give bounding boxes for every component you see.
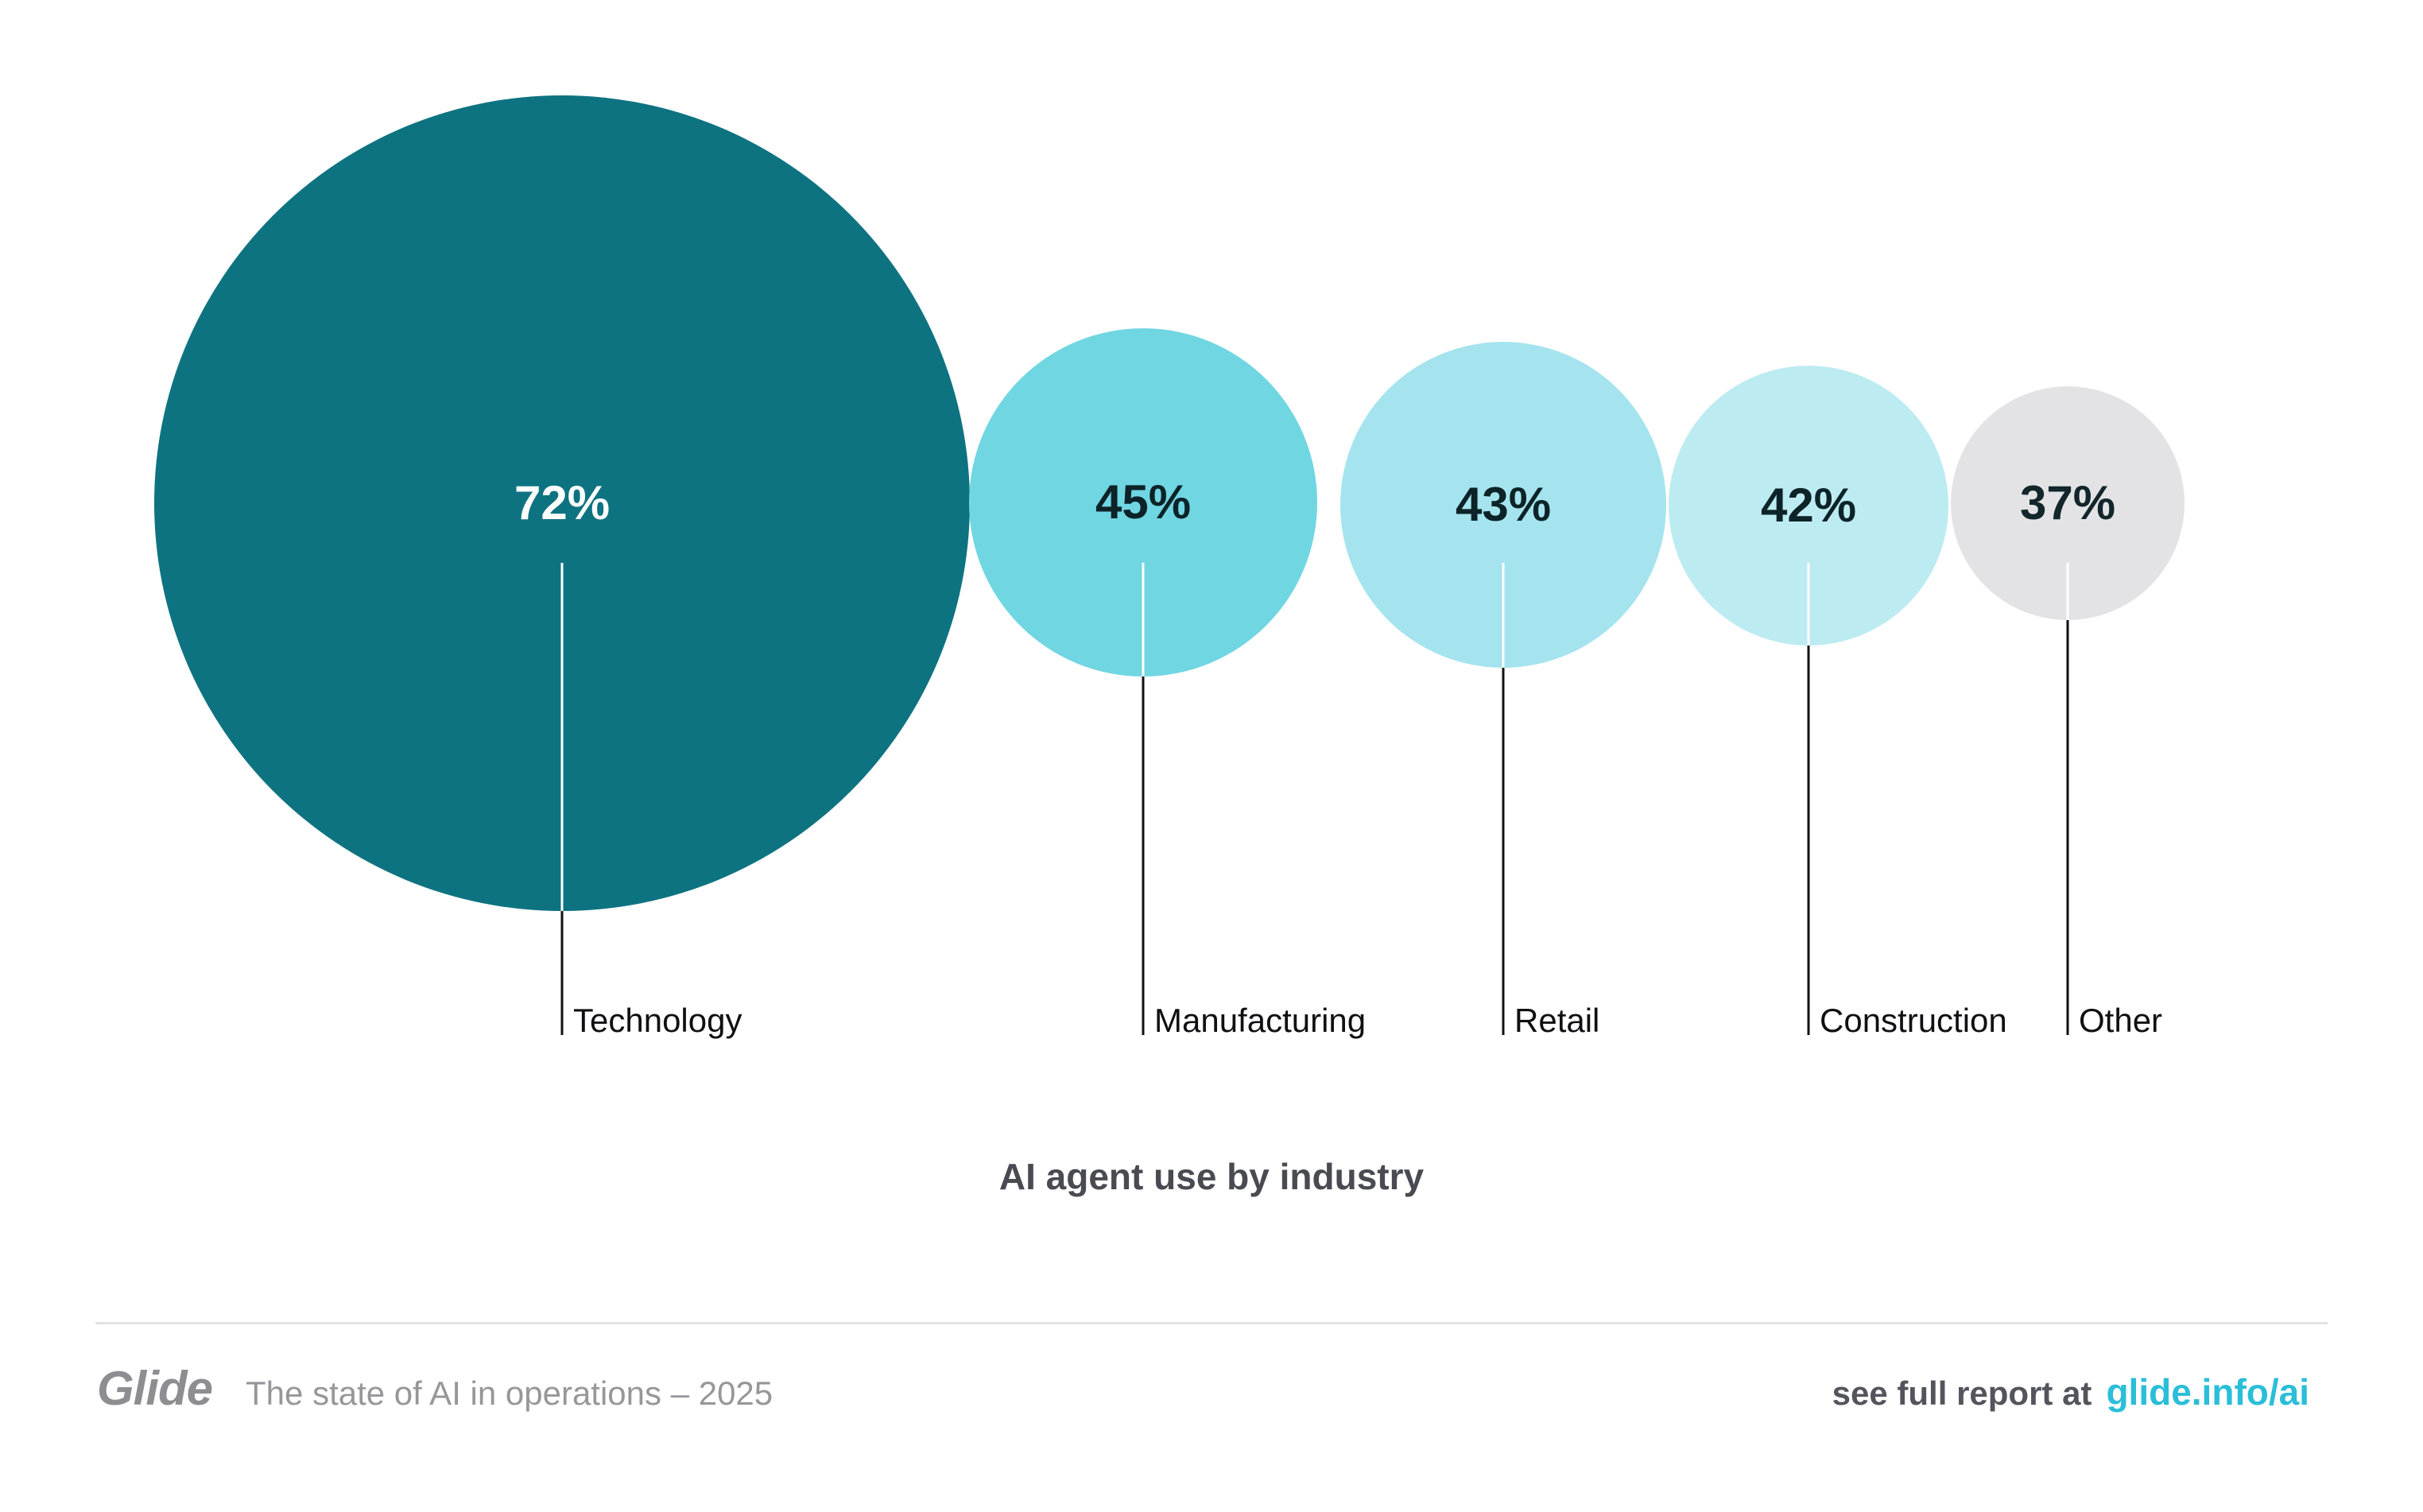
footer: Glide The state of AI in operations – 20…: [97, 1361, 2309, 1416]
footer-left: Glide The state of AI in operations – 20…: [97, 1361, 773, 1416]
value-label-manufacturing: 45%: [1095, 475, 1192, 529]
connector-outer-manufacturing: [1142, 677, 1145, 1035]
footer-tagline: The state of AI in operations – 2025: [246, 1374, 773, 1412]
value-label-retail: 43%: [1455, 478, 1552, 531]
connector-inner-other: [2066, 563, 2069, 620]
connector-outer-technology: [560, 911, 564, 1035]
connector-outer-retail: [1502, 668, 1505, 1035]
connector-inner-retail: [1502, 563, 1505, 668]
connector-inner-technology: [560, 563, 564, 911]
category-label-manufacturing: Manufacturing: [1154, 1002, 1367, 1039]
category-label-construction: Construction: [1820, 1002, 2007, 1039]
connector-outer-other: [2066, 620, 2069, 1035]
value-label-construction: 42%: [1760, 479, 1857, 532]
report-link[interactable]: glide.info/ai: [2106, 1371, 2309, 1413]
chart-title: AI agent use by industry: [998, 1156, 1425, 1197]
footer-right: see full report at glide.info/ai: [1832, 1370, 2309, 1413]
report-cta-text: see full report at: [1832, 1374, 2092, 1412]
category-label-technology: Technology: [573, 1002, 742, 1039]
value-label-other: 37%: [2019, 476, 2116, 529]
footer-divider: [95, 1322, 2328, 1324]
connector-outer-construction: [1807, 646, 1810, 1035]
value-label-technology: 72%: [514, 476, 611, 529]
connector-inner-manufacturing: [1142, 563, 1145, 677]
category-label-retail: Retail: [1514, 1002, 1600, 1039]
category-label-other: Other: [2079, 1002, 2163, 1039]
glide-logo: Glide: [97, 1362, 213, 1415]
connector-inner-construction: [1807, 563, 1810, 646]
